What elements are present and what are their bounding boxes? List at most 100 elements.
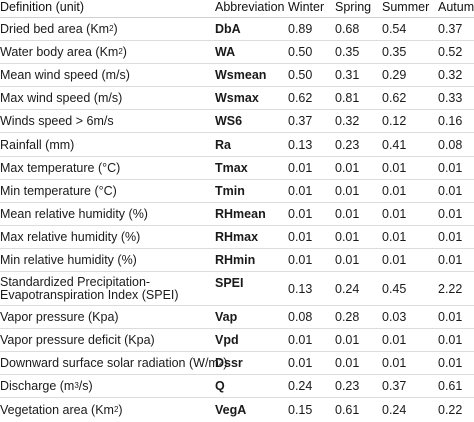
abbreviation-cell: Ra [215,137,231,152]
table-row: Max temperature (°C) Tmax 0.01 0.01 0.01… [0,157,474,180]
summer-cell: 0.29 [382,68,407,83]
winter-cell: 0.01 [288,356,313,371]
table-row: Winds speed > 6m/s WS6 0.37 0.32 0.12 0.… [0,110,474,134]
spring-cell: 0.68 [335,22,360,37]
autumn-cell: 0.01 [438,183,463,198]
winter-cell: 0.01 [288,183,313,198]
definition-cell: Winds speed > 6m/s [0,114,114,129]
summer-cell: 0.01 [382,160,407,175]
winter-cell: 0.50 [288,45,313,60]
spring-cell: 0.61 [335,402,360,417]
table-row: Water body area (Km 2) WA 0.50 0.35 0.35 … [0,41,474,65]
header-autumn: Autumn [438,0,474,14]
autumn-cell: 0.01 [438,252,463,267]
definition-cell: Max wind speed (m/s) [0,91,123,106]
table-row: Vapor pressure (Kpa) Vap 0.08 0.28 0.03 … [0,306,474,330]
autumn-cell: 0.01 [438,160,463,175]
definition-cell: Max temperature (°C) [0,160,121,175]
definition-cell: Min temperature (°C) [0,183,117,198]
table-row: Mean wind speed (m/s) Wsmean 0.50 0.31 0… [0,64,474,88]
winter-cell: 0.01 [288,333,313,348]
summer-cell: 0.24 [382,402,407,417]
autumn-cell: 0.16 [438,114,463,129]
winter-cell: 0.01 [288,160,313,175]
abbreviation-cell: Dssr [215,356,243,371]
table-row: Mean relative humidity (%) RHmean 0.01 0… [0,203,474,226]
abbreviation-cell: Q [215,379,225,394]
definition-cell: Min relative humidity (%) [0,252,137,267]
table-row: Min temperature (°C) Tmin 0.01 0.01 0.01… [0,180,474,203]
spring-cell: 0.32 [335,114,360,129]
definition-cell: Max relative humidity (%) [0,229,141,244]
spring-cell: 0.01 [335,356,360,371]
spring-cell: 0.01 [335,252,360,267]
summer-cell: 0.01 [382,183,407,198]
summer-cell: 0.37 [382,379,407,394]
abbreviation-cell: Tmax [215,160,248,175]
spring-cell: 0.01 [335,229,360,244]
abbreviation-cell: RHmean [215,206,266,221]
summer-cell: 0.01 [382,206,407,221]
autumn-cell: 2.22 [438,281,463,296]
table-row: Max wind speed (m/s) Wsmax 0.62 0.81 0.6… [0,87,474,111]
winter-cell: 0.08 [288,310,313,325]
table-row: Discharge (m 3/s) Q 0.24 0.23 0.37 0.61 [0,375,474,399]
definition-cell: Rainfall (mm) [0,137,75,152]
autumn-cell: 0.22 [438,402,463,417]
abbreviation-cell: Wsmean [215,68,267,83]
spring-cell: 0.23 [335,379,360,394]
definition-cell: Discharge (m 3/s) [0,379,93,394]
table-row: Standardized Precipitation- Evapotranspi… [0,272,474,307]
abbreviation-cell: Vap [215,310,238,325]
spring-cell: 0.01 [335,206,360,221]
autumn-cell: 0.01 [438,229,463,244]
autumn-cell: 0.01 [438,356,463,371]
summer-cell: 0.01 [382,333,407,348]
abbreviation-cell: Vpd [215,333,239,348]
winter-cell: 0.01 [288,229,313,244]
abbreviation-cell: SPEI [215,276,244,291]
abbreviation-cell: WS6 [215,114,243,129]
spring-cell: 0.01 [335,183,360,198]
summer-cell: 0.62 [382,91,407,106]
header-summer: Summer [382,0,430,14]
summer-cell: 0.45 [382,281,407,296]
spring-cell: 0.28 [335,310,360,325]
header-definition: Definition (unit) [0,0,85,14]
table-row: Min relative humidity (%) RHmin 0.01 0.0… [0,249,474,273]
autumn-cell: 0.01 [438,333,463,348]
winter-cell: 0.37 [288,114,313,129]
summer-cell: 0.35 [382,45,407,60]
autumn-cell: 0.33 [438,91,463,106]
abbreviation-cell: VegA [215,402,247,417]
summer-cell: 0.41 [382,137,407,152]
definition-cell: Vapor pressure deficit (Kpa) [0,333,155,348]
definition-cell: Dried bed area (Km 2) [0,22,118,37]
summer-cell: 0.01 [382,229,407,244]
abbreviation-cell: DbA [215,22,241,37]
abbreviation-cell: RHmax [215,229,259,244]
winter-cell: 0.01 [288,252,313,267]
winter-cell: 0.62 [288,91,313,106]
table-header: Definition (unit) Abbreviation Winter Sp… [0,0,474,18]
winter-cell: 0.89 [288,22,313,37]
table-row: Vapor pressure deficit (Kpa) Vpd 0.01 0.… [0,329,474,353]
header-abbreviation: Abbreviation [215,0,285,14]
winter-cell: 0.01 [288,206,313,221]
spring-cell: 0.01 [335,160,360,175]
spring-cell: 0.31 [335,68,360,83]
definition-cell: Mean wind speed (m/s) [0,68,130,83]
summer-cell: 0.01 [382,356,407,371]
summer-cell: 0.12 [382,114,407,129]
definition-cell: Vapor pressure (Kpa) [0,310,119,325]
winter-cell: 0.13 [288,281,313,296]
table-row: Vegetation area (Km 2) VegA 0.15 0.61 0.2… [0,398,474,421]
definition-cell: Standardized Precipitation- Evapotranspi… [0,274,179,302]
summer-cell: 0.54 [382,22,407,37]
abbreviation-cell: WA [215,45,236,60]
spring-cell: 0.23 [335,137,360,152]
abbreviation-cell: RHmin [215,252,256,267]
table-row: Downward surface solar radiation (W/m 2) … [0,352,474,376]
definition-cell: Water body area (Km 2) [0,45,127,60]
